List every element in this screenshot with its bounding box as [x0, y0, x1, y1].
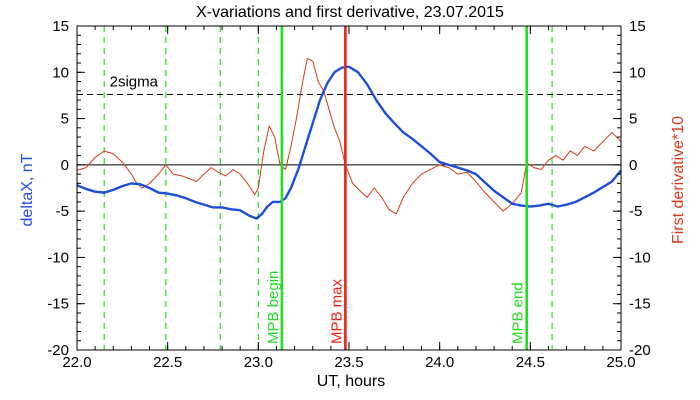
x-tick-label-6: 25.0: [606, 354, 635, 371]
y-tick-label-left-2: 5: [61, 111, 69, 128]
y-tick-label-right-7: -20: [629, 342, 651, 359]
x-axis-label: UT, hours: [317, 373, 385, 390]
y-tick-label-right-6: -15: [629, 296, 651, 313]
x-tick-label-2: 23.0: [244, 354, 273, 371]
y-tick-label-right-2: 5: [629, 111, 637, 128]
y-tick-label-left-4: -5: [56, 203, 69, 220]
x-tick-label-1: 22.5: [153, 354, 182, 371]
plot-area: 2sigma MPB begin MPB max MPB end 22.0 22.5 23.…: [47, 18, 650, 371]
plot-frame: [76, 25, 622, 351]
y-tick-label-left-1: 10: [52, 64, 69, 81]
y-tick-label-right-5: -10: [629, 249, 651, 266]
y-tick-label-left-5: -10: [47, 249, 69, 266]
event-label-0: MPB begin: [265, 271, 282, 344]
derivative-series-line: [76, 57, 622, 215]
y-tick-label-right-4: -5: [629, 203, 642, 220]
y-tick-label-right-3: 0: [629, 157, 637, 174]
y-axis-label-left: deltaX, nT: [19, 153, 36, 226]
sigma-label: 2sigma: [110, 74, 159, 91]
y-tick-label-left-3: 0: [61, 157, 69, 174]
x-tick-label-5: 24.5: [516, 354, 545, 371]
event-label-1: MPB max: [328, 278, 345, 344]
y-tick-label-left-0: 15: [52, 18, 69, 35]
y-tick-label-left-7: -20: [47, 342, 69, 359]
deltax-series-line: [76, 65, 622, 220]
y-tick-label-right-0: 15: [629, 18, 646, 35]
x-tick-label-3: 23.5: [334, 354, 363, 371]
event-label-2: MPB end: [510, 282, 527, 344]
y-tick-label-left-6: -15: [47, 296, 69, 313]
x-tick-label-4: 24.0: [425, 354, 454, 371]
y-axis-label-right: First derivative*10: [670, 116, 687, 244]
y-tick-label-right-1: 10: [629, 64, 646, 81]
chart-title: X-variations and first derivative, 23.07…: [196, 4, 504, 21]
x-tick-label-0: 22.0: [62, 354, 91, 371]
